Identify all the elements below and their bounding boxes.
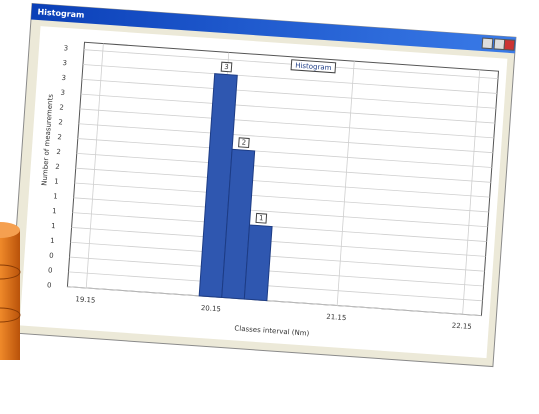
y-tick-label: 1 [53, 192, 58, 200]
value-label: 1 [259, 214, 264, 222]
y-tick-label: 0 [49, 252, 54, 260]
grid-line [69, 256, 484, 287]
maximize-button[interactable] [493, 38, 506, 51]
value-label-box [220, 61, 233, 73]
chart-title: Histogram [295, 62, 332, 73]
legend-box [290, 59, 337, 74]
grid-line [74, 182, 489, 213]
grid-line [73, 197, 488, 228]
y-tick-label: 3 [63, 44, 68, 52]
grid-line [80, 93, 495, 124]
grid-line [82, 64, 497, 94]
grid-line [79, 108, 494, 139]
grid-line [78, 123, 493, 154]
y-tick-label: 0 [47, 281, 52, 289]
x-tick-label: 20.15 [201, 304, 222, 313]
grid-line [67, 286, 482, 317]
grid-line [71, 227, 486, 257]
bar [243, 224, 273, 302]
y-tick-label: 1 [51, 222, 56, 230]
title-bar [30, 3, 516, 54]
value-label: 2 [241, 139, 246, 147]
grid-line [81, 78, 496, 109]
minimize-button[interactable] [481, 37, 494, 50]
y-tick-label: 2 [57, 133, 62, 141]
database-icon [0, 222, 21, 360]
grid-line [336, 61, 355, 306]
y-tick-label: 2 [56, 148, 61, 156]
grid-line [462, 69, 481, 315]
y-tick-label: 1 [54, 178, 59, 186]
x-tick-label: 22.15 [451, 322, 472, 331]
window-title: Histogram [37, 7, 84, 19]
y-tick-label: 2 [55, 163, 60, 171]
close-button[interactable] [503, 39, 516, 51]
value-label-box [238, 137, 250, 149]
value-label-box [255, 212, 268, 224]
grid-line [75, 167, 490, 198]
y-tick-label: 1 [52, 207, 57, 215]
x-tick-label: 19.15 [75, 295, 96, 304]
grid-line [85, 43, 104, 289]
chart-area [19, 26, 508, 359]
grid-line [70, 241, 485, 272]
y-tick-label: 3 [62, 59, 67, 67]
y-tick-label: 2 [59, 104, 64, 112]
y-tick-label: 1 [50, 237, 55, 245]
y-tick-label: 3 [60, 89, 65, 97]
window: Histogram Number of measurements Classes… [8, 2, 517, 368]
x-tick-label: 21.15 [326, 313, 347, 322]
y-tick-label: 2 [58, 118, 63, 126]
value-label: 3 [224, 63, 229, 71]
grid-line [72, 212, 487, 242]
grid-line [68, 271, 483, 302]
y-tick-label: 3 [61, 74, 66, 82]
grid-line [77, 138, 492, 168]
y-tick-label: 0 [48, 266, 53, 274]
grid-line [76, 152, 491, 183]
